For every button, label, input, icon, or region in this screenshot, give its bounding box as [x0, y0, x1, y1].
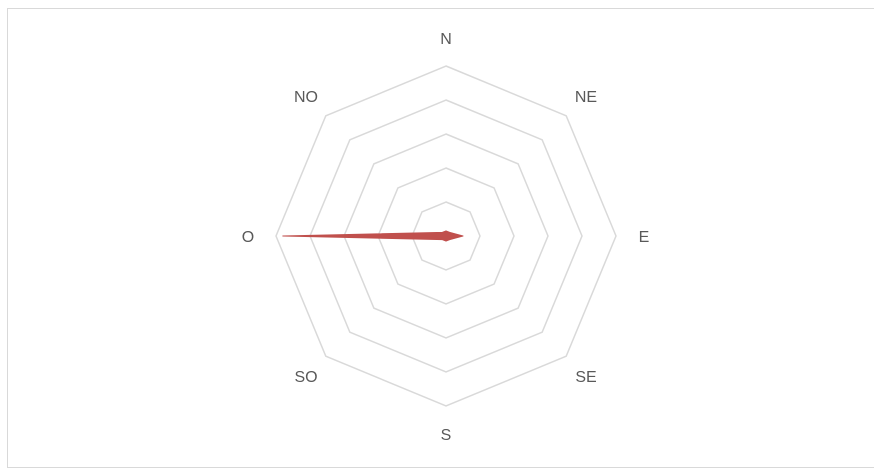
series-layer	[282, 230, 464, 242]
series-1-area	[282, 230, 464, 242]
grid-ring-1	[411, 201, 481, 271]
axis-label-e: E	[639, 229, 650, 246]
axis-label-ne: NE	[575, 89, 597, 106]
grid-rings	[275, 65, 617, 407]
axis-labels: N NE E SE S SO O NO	[242, 31, 650, 444]
radar-chart: N NE E SE S SO O NO	[242, 31, 650, 444]
grid-ring-5	[275, 65, 617, 407]
axis-label-s: S	[441, 427, 452, 444]
grid-ring-3	[343, 133, 549, 339]
axis-label-so: SO	[294, 369, 317, 386]
grid-ring-4	[309, 99, 583, 373]
axis-label-se: SE	[575, 369, 596, 386]
grid-ring-2	[377, 167, 515, 305]
axis-label-no: NO	[294, 89, 318, 106]
axis-label-n: N	[440, 31, 452, 48]
axis-label-o: O	[242, 229, 254, 246]
